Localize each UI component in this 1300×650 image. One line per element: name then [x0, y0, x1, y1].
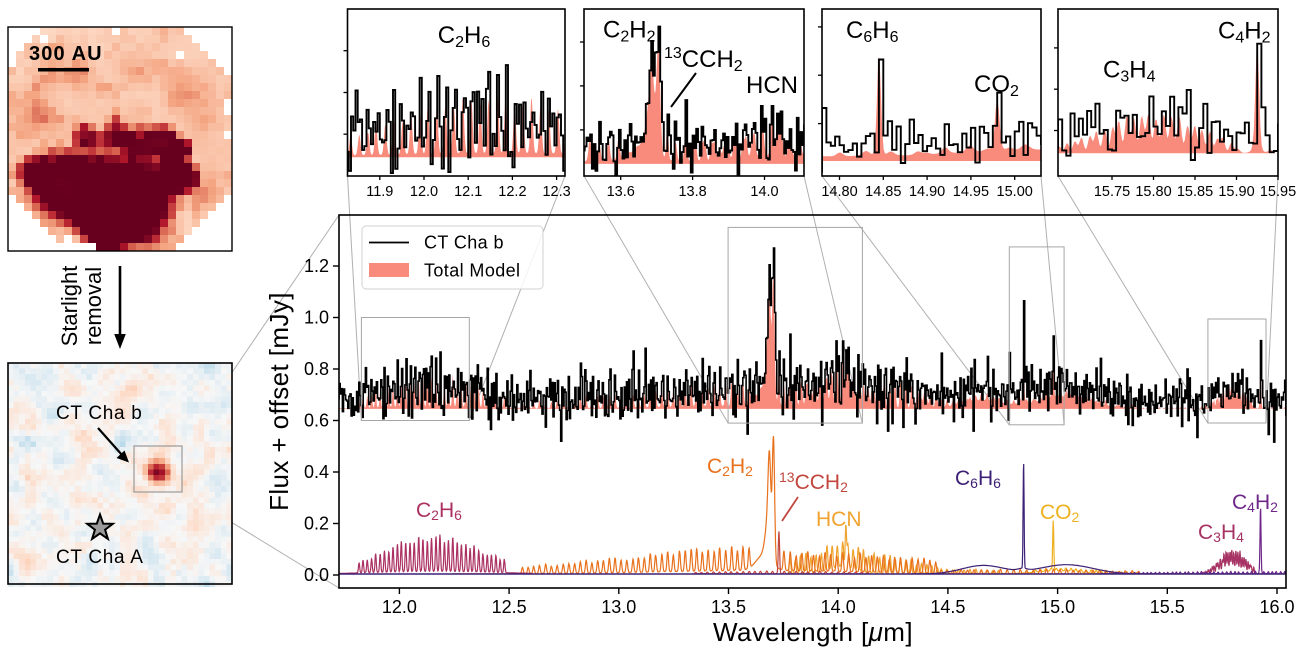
svg-text:C3​H4​: C3​H4​: [1198, 521, 1244, 545]
svg-text:300 AU: 300 AU: [29, 43, 103, 65]
svg-text:C6​H6​: C6​H6​: [955, 467, 1001, 491]
svg-text:15.5: 15.5: [1150, 597, 1185, 617]
svg-text:C2​H6​: C2​H6​: [416, 499, 462, 523]
svg-text:0.4: 0.4: [304, 462, 329, 482]
svg-text:14.90: 14.90: [909, 184, 945, 200]
svg-text:14.95: 14.95: [953, 184, 989, 200]
svg-text:14.80: 14.80: [821, 184, 857, 200]
svg-text:14.0: 14.0: [750, 184, 778, 200]
svg-text:0.6: 0.6: [304, 411, 329, 431]
svg-text:Wavelength [μm]: Wavelength [μm]: [713, 617, 913, 647]
svg-text:15.0: 15.0: [1040, 597, 1075, 617]
svg-text:15.85: 15.85: [1177, 184, 1213, 200]
svg-text:C6​H6​: C6​H6​: [846, 17, 899, 46]
svg-text:C4​H2​: C4​H2​: [1218, 18, 1271, 47]
svg-text:C2​H2​: C2​H2​: [707, 455, 753, 479]
svg-text:HCN: HCN: [746, 72, 798, 99]
svg-text:16.0: 16.0: [1259, 597, 1294, 617]
svg-text:CO2​: CO2​: [974, 71, 1019, 100]
svg-text:12.3: 12.3: [542, 184, 570, 200]
svg-text:12.1: 12.1: [454, 184, 482, 200]
svg-text:12.0: 12.0: [382, 597, 417, 617]
svg-text:13.8: 13.8: [678, 184, 706, 200]
svg-text:15.80: 15.80: [1135, 184, 1171, 200]
svg-text:CT Cha b: CT Cha b: [424, 233, 504, 253]
svg-text:CT Cha b: CT Cha b: [56, 403, 143, 424]
svg-text:15.90: 15.90: [1218, 184, 1254, 200]
svg-text:1.0: 1.0: [304, 308, 329, 328]
svg-text:C2​H2​: C2​H2​: [603, 17, 656, 46]
svg-text:Starlight: Starlight: [57, 266, 82, 347]
svg-text:15.75: 15.75: [1094, 184, 1130, 200]
svg-text:13.6: 13.6: [607, 184, 635, 200]
svg-text:12.0: 12.0: [410, 184, 438, 200]
svg-text:13.5: 13.5: [711, 597, 746, 617]
svg-text:13.0: 13.0: [601, 597, 636, 617]
svg-text:0.8: 0.8: [304, 359, 329, 379]
svg-text:13​CCH2​: 13​CCH2​: [779, 469, 848, 495]
svg-text:0.0: 0.0: [304, 565, 329, 585]
svg-text:14.85: 14.85: [865, 184, 901, 200]
svg-text:15.00: 15.00: [997, 184, 1033, 200]
svg-text:12.2: 12.2: [498, 184, 526, 200]
svg-text:13​CCH2​: 13​CCH2​: [664, 45, 743, 75]
svg-text:1.2: 1.2: [304, 256, 329, 276]
svg-text:14.0: 14.0: [821, 597, 856, 617]
svg-text:CO2​: CO2​: [1040, 501, 1080, 525]
svg-text:C4​H2​: C4​H2​: [1232, 491, 1278, 515]
svg-text:Total Model: Total Model: [424, 261, 520, 281]
svg-text:C2​H6​: C2​H6​: [438, 22, 491, 51]
svg-text:11.9: 11.9: [366, 184, 393, 200]
svg-text:15.95: 15.95: [1260, 184, 1296, 200]
svg-text:12.5: 12.5: [492, 597, 527, 617]
svg-text:CT Cha A: CT Cha A: [56, 547, 144, 568]
svg-text:removal: removal: [81, 267, 106, 345]
svg-text:0.2: 0.2: [304, 514, 329, 534]
svg-text:14.5: 14.5: [930, 597, 965, 617]
svg-text:Flux + offset [mJy]: Flux + offset [mJy]: [264, 292, 294, 511]
svg-text:HCN: HCN: [816, 508, 862, 531]
svg-text:C3​H4​: C3​H4​: [1103, 57, 1156, 86]
